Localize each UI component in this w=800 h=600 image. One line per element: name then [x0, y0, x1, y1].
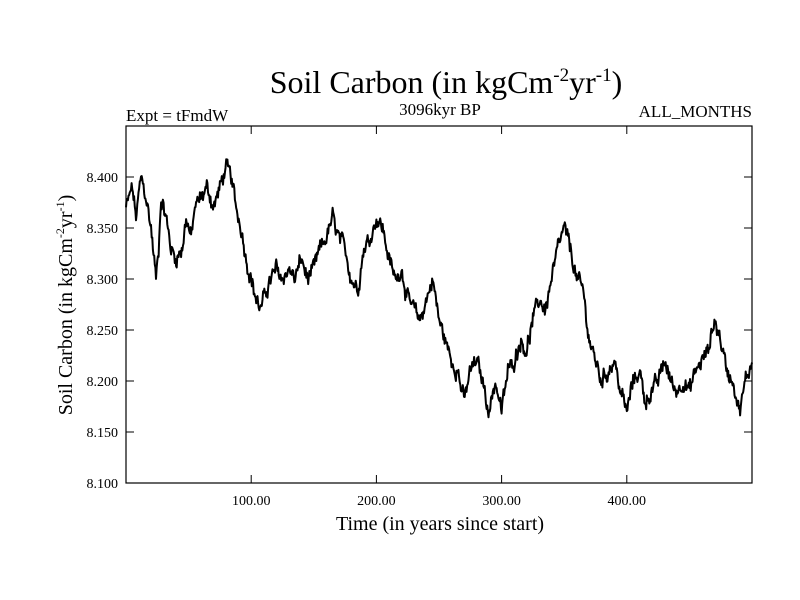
y-tick-label: 8.100	[87, 477, 119, 492]
chart-title-exp2: -1	[596, 65, 612, 86]
y-tick-label: 8.200	[87, 375, 119, 390]
x-axis-label: Time (in years since start)	[336, 513, 544, 535]
chart-title: Soil Carbon (in kgCm-2yr-1)	[270, 64, 623, 100]
y-tick-label: 8.400	[87, 171, 119, 186]
x-axis: 100.00 200.00 300.00 400.00	[232, 126, 646, 509]
series-line	[125, 158, 753, 419]
chart-title-exp1: -2	[553, 65, 569, 86]
x-tick-label: 100.00	[232, 494, 271, 509]
y-axis: 8.100 8.150 8.200 8.250 8.300 8.350 8.400	[87, 171, 752, 492]
y-axis-label: Soil Carbon (in kgCm-2yr-1)	[53, 195, 77, 416]
x-tick-label: 200.00	[357, 494, 396, 509]
x-tick-label: 300.00	[482, 494, 521, 509]
y-axis-label-close: )	[55, 195, 77, 202]
experiment-label: Expt = tFmdW	[126, 106, 229, 125]
plot-frame	[125, 125, 753, 484]
y-tick-label: 8.300	[87, 273, 119, 288]
y-axis-label-exp2: -1	[53, 201, 67, 211]
y-tick-label: 8.250	[87, 324, 119, 339]
x-tick-label: 400.00	[608, 494, 647, 509]
y-tick-label: 8.150	[87, 426, 119, 441]
period-label: 3096kyr BP	[399, 100, 481, 119]
y-axis-label-base: Soil Carbon (in kgCm	[55, 238, 77, 416]
chart-title-mid: yr	[569, 64, 596, 100]
y-axis-label-exp1: -2	[53, 228, 67, 238]
chart-title-close: )	[612, 64, 623, 100]
chart-title-base: Soil Carbon (in kgCm	[270, 64, 554, 100]
y-tick-label: 8.350	[87, 222, 119, 237]
y-axis-label-mid: yr	[55, 211, 77, 228]
months-label: ALL_MONTHS	[639, 102, 752, 121]
